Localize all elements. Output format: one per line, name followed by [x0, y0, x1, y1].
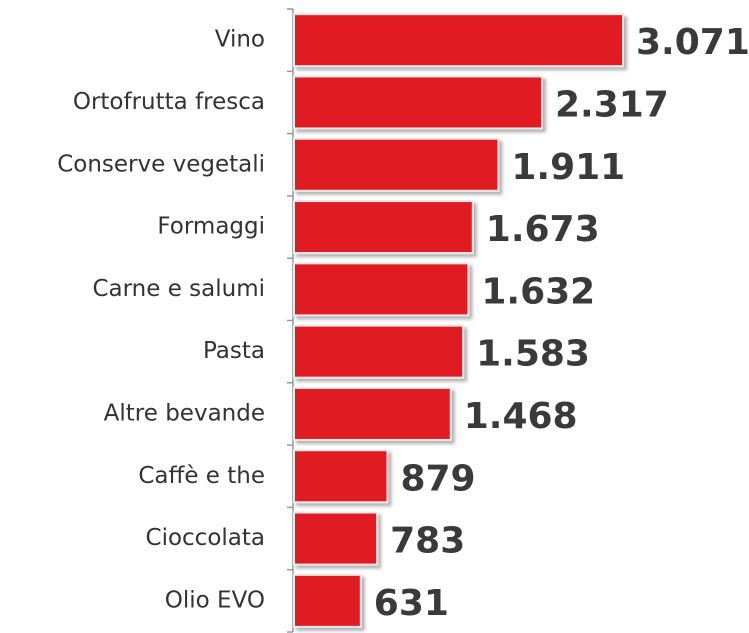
value-label: 783	[390, 521, 465, 562]
bar	[293, 324, 465, 379]
value-label: 1.673	[486, 209, 600, 250]
bar	[293, 200, 474, 255]
category-label: Vino	[215, 27, 265, 53]
value-label: 1.583	[476, 334, 590, 375]
category-label: Altre bevande	[104, 400, 265, 426]
category-label: Formaggi	[157, 214, 265, 240]
bar	[293, 573, 362, 628]
bar	[293, 386, 452, 441]
value-label: 879	[400, 458, 475, 499]
category-label: Cioccolata	[146, 525, 265, 551]
category-label: Ortofrutta fresca	[73, 89, 265, 115]
bar	[293, 449, 389, 504]
value-label: 2.317	[555, 84, 669, 125]
category-label: Conserve vegetali	[57, 151, 265, 177]
category-label: Caffè e the	[138, 463, 265, 489]
category-label: Pasta	[203, 338, 265, 364]
value-label: 1.911	[511, 147, 625, 188]
bar	[293, 137, 500, 192]
value-label: 1.632	[481, 271, 595, 312]
category-label: Olio EVO	[165, 587, 265, 613]
value-label: 1.468	[464, 396, 578, 437]
value-label: 3.071	[636, 22, 749, 63]
bar	[293, 75, 543, 130]
value-label: 631	[374, 583, 449, 624]
bar	[293, 511, 379, 566]
bar	[293, 13, 624, 68]
category-label: Carne e salumi	[92, 276, 265, 302]
bar	[293, 262, 470, 317]
